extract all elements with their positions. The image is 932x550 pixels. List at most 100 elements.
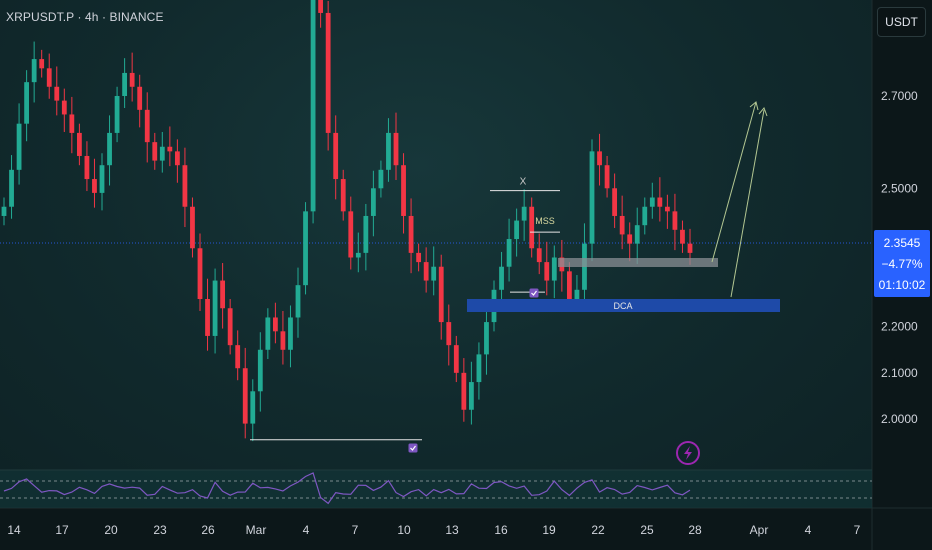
candle-body [242, 368, 248, 424]
candle-body [1, 206, 7, 216]
rsi-line [3, 472, 691, 505]
candle-body [589, 151, 595, 244]
candle-body [182, 165, 188, 207]
candle-body [69, 114, 75, 133]
arrowhead-2 [758, 107, 768, 117]
candle-body [604, 165, 610, 189]
candle-body [378, 169, 384, 189]
time-tick-label: 23 [153, 523, 167, 537]
candle-body [438, 266, 444, 323]
candle-body [9, 169, 14, 207]
candle-body [536, 248, 542, 263]
candle-body [152, 142, 158, 161]
candle-body [250, 391, 256, 424]
candle-body [612, 188, 618, 216]
price-tick-label: 2.7000 [881, 89, 918, 103]
x-label: X [520, 177, 527, 188]
projection-arrow-1[interactable] [711, 101, 757, 263]
time-tick-label: 7 [352, 523, 359, 537]
currency-unit-button[interactable]: USDT [877, 7, 926, 37]
candle-body [24, 82, 30, 124]
time-tick-label: Apr [750, 523, 769, 537]
candle-body [340, 179, 346, 212]
candle-body [265, 317, 271, 350]
candle-body [288, 317, 293, 350]
time-tick-label: 13 [445, 523, 459, 537]
projection-arrow-2[interactable] [730, 109, 765, 298]
candle-body [431, 266, 437, 281]
candle-body [393, 132, 399, 166]
time-axis[interactable] [0, 508, 932, 550]
candle-body [107, 132, 112, 166]
price-change-value: −4.77% [881, 256, 923, 271]
candle-body [627, 234, 633, 244]
time-tick-label: 16 [494, 523, 508, 537]
candle-body [54, 86, 60, 101]
mss-label: MSS [535, 216, 555, 226]
time-tick-label: 17 [55, 523, 69, 537]
time-tick-label: 20 [104, 523, 118, 537]
candle-body [461, 372, 467, 410]
price-tick-label: 2.0000 [881, 412, 918, 426]
candle-body [212, 280, 218, 336]
dca-zone[interactable] [467, 299, 780, 312]
time-tick-label: 19 [542, 523, 556, 537]
candle-body [529, 206, 535, 249]
candle-body [401, 165, 406, 216]
check-badge-icon[interactable] [408, 443, 418, 453]
lightning-icon[interactable] [676, 441, 700, 465]
candle-body [642, 206, 648, 226]
candle-body [551, 257, 557, 281]
candle-body [544, 262, 550, 281]
candle-body [566, 271, 572, 300]
candle-body [664, 206, 670, 212]
candle-body [370, 188, 376, 216]
candle-body [514, 220, 520, 240]
candle-body [167, 146, 173, 152]
candle-body [687, 243, 693, 253]
check-badge-icon[interactable] [529, 288, 539, 298]
candle-body [574, 289, 580, 300]
candle-body [272, 317, 278, 332]
time-tick-label: 28 [688, 523, 702, 537]
candle-body [521, 206, 527, 221]
arrowhead-1 [749, 101, 759, 111]
candle-body [446, 322, 452, 346]
gray-zone[interactable] [558, 258, 718, 267]
candle-body [16, 123, 22, 170]
candle-body [597, 151, 602, 166]
candle-body [476, 354, 482, 383]
candle-body [99, 165, 105, 193]
candle-body [205, 299, 210, 336]
dca-label: DCA [613, 301, 632, 311]
price-tick-label: 2.1000 [881, 366, 918, 380]
chart-title: XRPUSDT.P · 4h · BINANCE [6, 10, 164, 24]
candle-body [310, 0, 316, 212]
candle-body [649, 197, 655, 207]
candle-body [235, 345, 241, 369]
candle-body [295, 285, 301, 318]
candle-body [423, 262, 429, 281]
candle-body [174, 151, 180, 166]
candle-body [318, 0, 324, 13]
rsi-pane [0, 470, 872, 508]
candle-body [144, 109, 150, 143]
time-tick-label: Mar [246, 523, 267, 537]
candle-body [114, 96, 120, 133]
last-price-value: 2.3545 [883, 235, 921, 250]
candle-body [84, 155, 90, 180]
drawing-overlays[interactable]: X MSS DCA [250, 101, 780, 453]
time-tick-label: 14 [7, 523, 21, 537]
candle-body [46, 68, 52, 87]
price-tick-label: 2.2000 [881, 320, 918, 334]
candle-body [39, 59, 45, 69]
time-tick-label: 4 [805, 523, 812, 537]
candle-body [680, 229, 685, 244]
candle-body [92, 179, 97, 193]
time-tick-label: 26 [201, 523, 215, 537]
candle-body [122, 72, 128, 96]
candle-body [333, 132, 339, 180]
candles[interactable] [1, 0, 693, 442]
candle-body [159, 146, 165, 161]
